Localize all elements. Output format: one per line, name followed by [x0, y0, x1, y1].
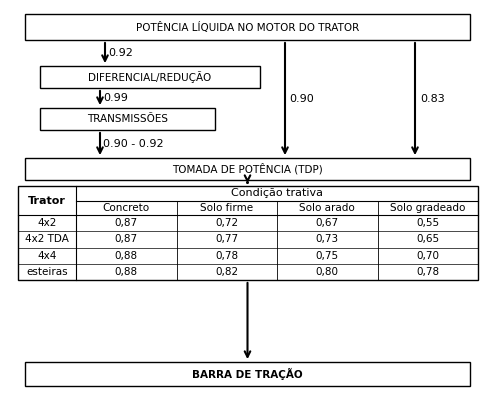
- Text: Solo arado: Solo arado: [299, 203, 355, 213]
- Text: 0,65: 0,65: [416, 234, 439, 244]
- Bar: [40, 66, 260, 88]
- Text: 0,67: 0,67: [316, 218, 339, 228]
- Text: 0,78: 0,78: [215, 251, 239, 261]
- Bar: [40, 108, 215, 130]
- Text: 0.90: 0.90: [289, 94, 314, 104]
- Text: BARRA DE TRAÇÃO: BARRA DE TRAÇÃO: [192, 368, 303, 380]
- Text: 0,88: 0,88: [115, 267, 138, 277]
- Text: Concreto: Concreto: [103, 203, 150, 213]
- Text: DIFERENCIAL/REDUÇÃO: DIFERENCIAL/REDUÇÃO: [88, 71, 212, 83]
- Text: 0,78: 0,78: [416, 267, 439, 277]
- Text: 0,73: 0,73: [316, 234, 339, 244]
- Text: 0,72: 0,72: [215, 218, 239, 228]
- Text: esteiras: esteiras: [26, 267, 68, 277]
- Text: TOMADA DE POTÊNCIA (TDP): TOMADA DE POTÊNCIA (TDP): [172, 163, 323, 175]
- Bar: [25, 14, 470, 40]
- Text: POTÊNCIA LÍQUIDA NO MOTOR DO TRATOR: POTÊNCIA LÍQUIDA NO MOTOR DO TRATOR: [136, 21, 359, 33]
- Text: 0,82: 0,82: [215, 267, 239, 277]
- Text: 0,75: 0,75: [316, 251, 339, 261]
- Text: 0.99: 0.99: [103, 93, 128, 103]
- Text: 0,87: 0,87: [115, 218, 138, 228]
- Bar: [25, 362, 470, 386]
- Text: 0,55: 0,55: [416, 218, 439, 228]
- Text: 0,70: 0,70: [416, 251, 439, 261]
- Text: 0,87: 0,87: [115, 234, 138, 244]
- Text: Solo gradeado: Solo gradeado: [390, 203, 466, 213]
- Text: 4x4: 4x4: [37, 251, 57, 261]
- Text: 4x2 TDA: 4x2 TDA: [25, 234, 69, 244]
- Text: 0.90 - 0.92: 0.90 - 0.92: [103, 139, 164, 149]
- Text: 4x2: 4x2: [37, 218, 57, 228]
- Text: 0,88: 0,88: [115, 251, 138, 261]
- Text: Condição trativa: Condição trativa: [231, 189, 323, 199]
- Text: 0.83: 0.83: [420, 94, 445, 104]
- Text: 0.92: 0.92: [108, 48, 133, 58]
- Bar: [25, 158, 470, 180]
- Bar: [18, 186, 478, 280]
- Text: 0,77: 0,77: [215, 234, 239, 244]
- Text: Solo firme: Solo firme: [200, 203, 253, 213]
- Text: 0,80: 0,80: [316, 267, 339, 277]
- Text: Trator: Trator: [28, 195, 66, 205]
- Text: TRANSMISSÕES: TRANSMISSÕES: [87, 114, 168, 124]
